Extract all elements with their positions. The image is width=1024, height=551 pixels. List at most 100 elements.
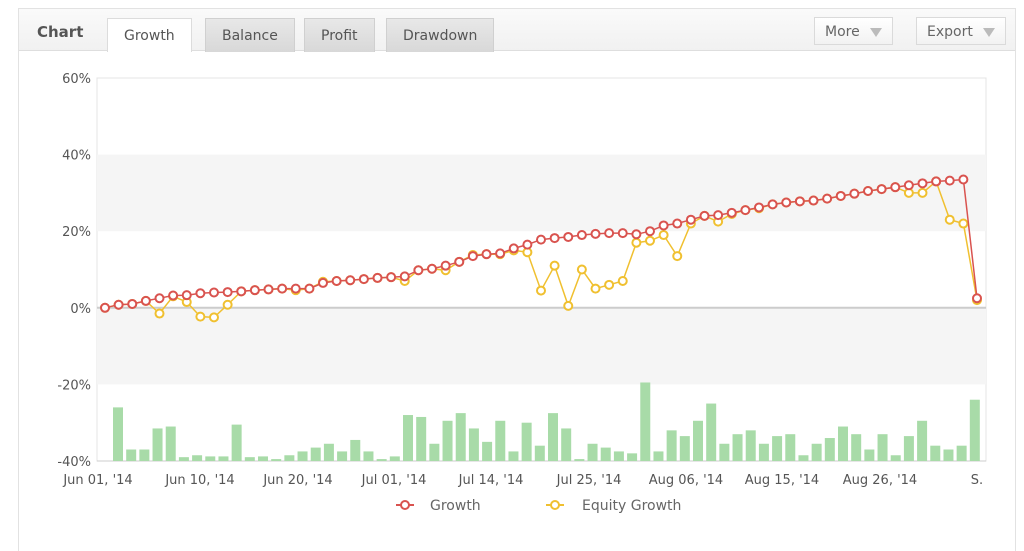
data-point[interactable] (290, 283, 301, 294)
bar (284, 455, 295, 461)
data-point[interactable] (590, 228, 601, 239)
data-point[interactable] (195, 288, 206, 299)
data-point[interactable] (617, 228, 628, 239)
data-point[interactable] (563, 231, 574, 242)
data-point[interactable] (685, 214, 696, 225)
data-point[interactable] (972, 293, 982, 304)
data-point[interactable] (576, 264, 587, 275)
legend-item-growth[interactable]: Growth (396, 498, 481, 514)
data-point[interactable] (454, 256, 465, 267)
more-button[interactable]: More (814, 17, 893, 45)
bar (917, 420, 928, 461)
data-point[interactable] (726, 207, 737, 218)
data-point[interactable] (536, 285, 546, 296)
data-point[interactable] (958, 174, 969, 185)
data-point[interactable] (604, 228, 615, 239)
y-tick-label: 60% (62, 72, 91, 87)
data-point[interactable] (849, 188, 860, 199)
data-point[interactable] (835, 190, 846, 201)
data-point[interactable] (413, 265, 424, 276)
data-point[interactable] (631, 229, 642, 240)
data-point[interactable] (645, 226, 655, 237)
data-point[interactable] (917, 178, 928, 189)
data-point[interactable] (672, 218, 683, 229)
bar (877, 434, 888, 461)
y-tick-label: 20% (62, 225, 91, 240)
data-point[interactable] (658, 230, 669, 241)
data-point[interactable] (222, 299, 233, 310)
data-point[interactable] (563, 300, 574, 311)
data-point[interactable] (236, 286, 247, 297)
data-point[interactable] (140, 295, 151, 306)
data-point[interactable] (740, 205, 751, 216)
data-point[interactable] (754, 202, 764, 213)
data-point[interactable] (318, 277, 328, 288)
legend[interactable]: Growth Equity Growth (396, 498, 681, 514)
data-point[interactable] (154, 308, 165, 319)
bar (534, 445, 545, 461)
data-point[interactable] (399, 271, 410, 282)
data-point[interactable] (154, 293, 165, 304)
data-point[interactable] (508, 243, 519, 254)
data-point[interactable] (890, 182, 901, 193)
data-point[interactable] (549, 233, 560, 244)
tab-balance[interactable]: Balance (205, 18, 295, 52)
data-point[interactable] (917, 187, 928, 198)
data-point[interactable] (767, 199, 778, 210)
data-point[interactable] (277, 283, 288, 294)
data-point[interactable] (209, 312, 219, 323)
tab-growth[interactable]: Growth (107, 18, 192, 52)
data-point[interactable] (781, 197, 792, 208)
data-point[interactable] (794, 196, 805, 207)
data-point[interactable] (549, 260, 560, 271)
data-point[interactable] (195, 311, 206, 322)
data-point[interactable] (863, 185, 873, 196)
data-point[interactable] (822, 193, 833, 204)
data-point[interactable] (386, 272, 397, 283)
data-point[interactable] (304, 283, 315, 294)
data-point[interactable] (658, 220, 669, 231)
data-point[interactable] (604, 279, 615, 290)
data-point[interactable] (576, 230, 587, 241)
export-button[interactable]: Export (916, 17, 1006, 45)
bar (838, 426, 848, 461)
data-point[interactable] (113, 299, 124, 310)
data-point[interactable] (903, 180, 914, 191)
data-point[interactable] (944, 214, 955, 225)
data-point[interactable] (467, 251, 478, 262)
data-point[interactable] (631, 237, 642, 248)
data-point[interactable] (958, 218, 969, 229)
data-point[interactable] (181, 290, 192, 301)
data-point[interactable] (672, 251, 683, 262)
data-point[interactable] (590, 283, 601, 294)
data-point[interactable] (168, 290, 179, 301)
data-point[interactable] (481, 249, 492, 260)
data-point[interactable] (713, 210, 724, 221)
data-point[interactable] (536, 234, 546, 245)
data-point[interactable] (427, 263, 437, 274)
data-point[interactable] (495, 248, 506, 259)
data-point[interactable] (931, 176, 942, 187)
bar (271, 459, 282, 461)
data-point[interactable] (440, 260, 451, 271)
tab-profit[interactable]: Profit (304, 18, 375, 52)
data-point[interactable] (127, 298, 138, 309)
data-point[interactable] (522, 239, 533, 250)
data-point[interactable] (808, 195, 819, 206)
data-point[interactable] (345, 275, 356, 286)
data-point[interactable] (222, 287, 233, 298)
data-point[interactable] (617, 275, 628, 286)
data-point[interactable] (645, 235, 655, 246)
data-point[interactable] (358, 274, 369, 285)
data-point[interactable] (209, 287, 219, 298)
data-point[interactable] (263, 284, 274, 295)
data-point[interactable] (331, 275, 342, 286)
data-point[interactable] (944, 175, 955, 186)
tab-drawdown[interactable]: Drawdown (386, 18, 495, 52)
data-point[interactable] (699, 210, 710, 221)
legend-item-equity[interactable]: Equity Growth (546, 498, 681, 514)
data-point[interactable] (372, 272, 383, 283)
data-point[interactable] (100, 302, 110, 313)
data-point[interactable] (876, 184, 887, 195)
data-point[interactable] (249, 285, 260, 296)
